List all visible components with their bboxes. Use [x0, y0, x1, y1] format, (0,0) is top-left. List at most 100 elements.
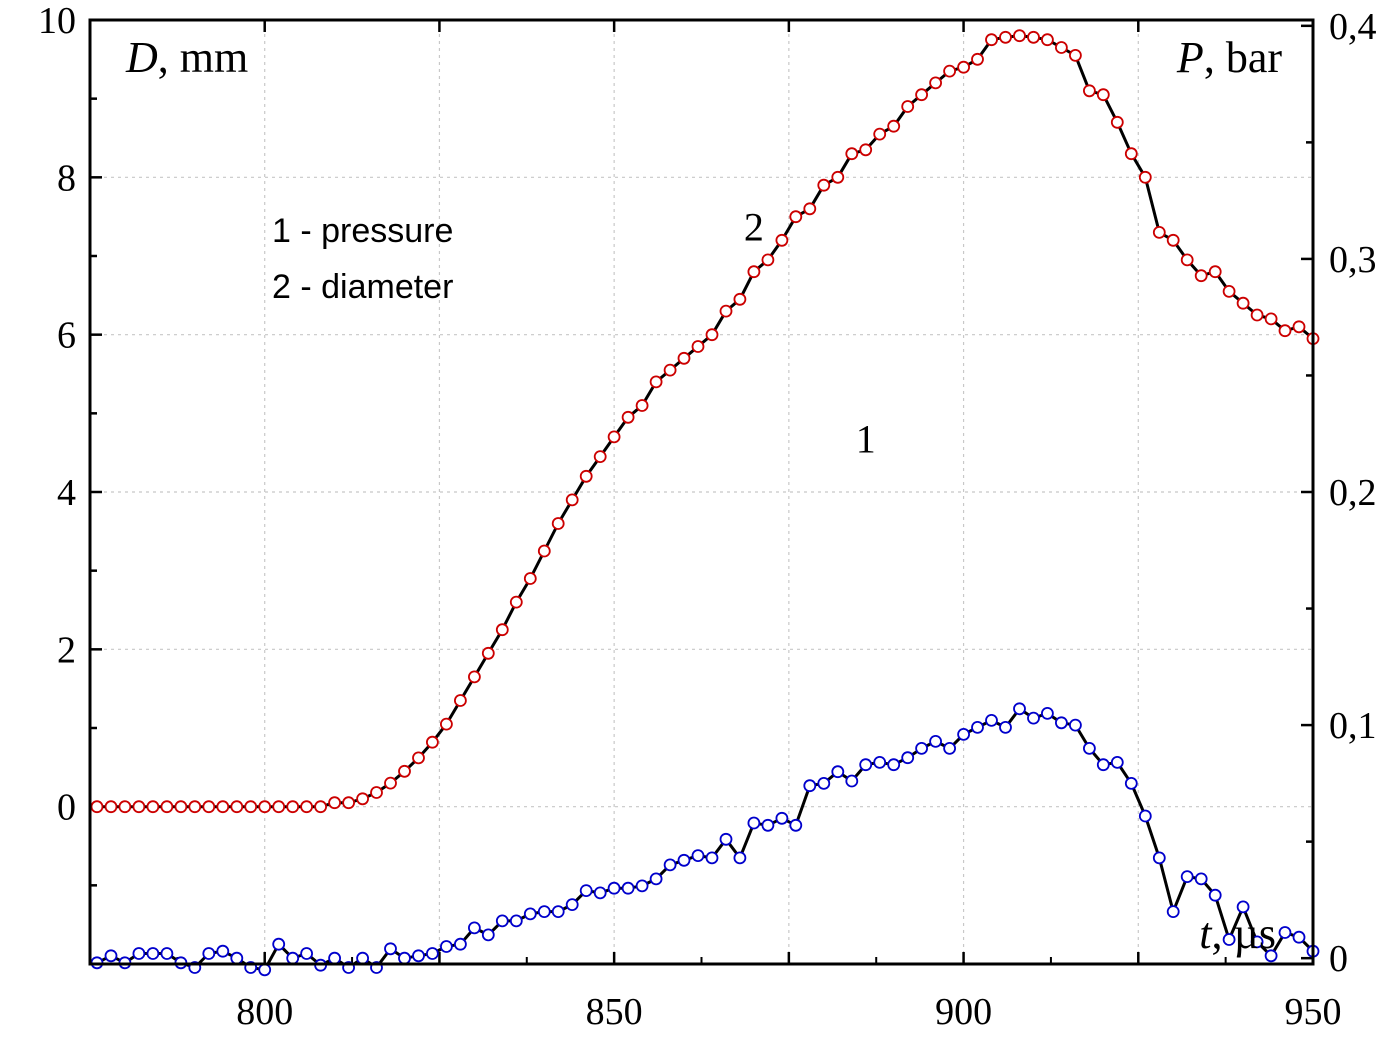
data-point-diameter	[314, 800, 328, 814]
data-point-pressure	[985, 714, 998, 727]
data-point-diameter	[621, 410, 635, 424]
data-point-pressure	[705, 851, 719, 865]
data-point-pressure	[1069, 718, 1082, 732]
x-axis-title: t, µs	[1199, 909, 1276, 958]
data-point-diameter	[747, 265, 761, 279]
left-axis-title: D, mm	[125, 33, 248, 82]
data-point-diameter	[635, 399, 649, 412]
data-point-pressure	[1124, 777, 1138, 790]
data-point-pressure	[635, 879, 649, 893]
data-point-pressure	[1264, 949, 1278, 963]
data-point-diameter	[733, 292, 747, 306]
y-left-tick-label: 4	[57, 472, 76, 514]
data-point-diameter	[1208, 265, 1222, 279]
data-point-diameter	[370, 786, 383, 799]
data-point-pressure	[537, 905, 551, 918]
data-point-pressure	[328, 951, 342, 965]
data-point-diameter	[1096, 88, 1110, 102]
data-point-diameter	[1264, 312, 1278, 326]
data-point-diameter	[971, 52, 984, 66]
data-point-diameter	[663, 363, 677, 377]
data-point-pressure	[691, 849, 705, 862]
data-point-pressure	[1278, 926, 1292, 939]
data-point-diameter	[1124, 147, 1138, 161]
data-point-diameter	[859, 143, 873, 157]
data-point-pressure	[831, 765, 845, 779]
y-left-tick-label: 6	[57, 315, 76, 357]
data-point-pressure	[1194, 872, 1208, 886]
data-point-diameter	[1194, 269, 1208, 283]
tick-labels: 800 850 900 950 0 2 4 6 8 10 0 0,1 0,2 0,3 0,4	[38, 0, 1377, 1033]
data-point-pressure	[398, 951, 411, 965]
data-point-pressure	[1152, 851, 1166, 865]
data-point-diameter	[1138, 170, 1152, 184]
left-axis-var: D	[125, 33, 158, 82]
x-tick-label: 800	[236, 991, 293, 1033]
data-point-diameter	[593, 450, 607, 464]
data-point-diameter	[1083, 84, 1096, 98]
data-point-diameter	[439, 717, 453, 731]
curve-label: 2	[744, 204, 764, 249]
y-left-tick-label: 0	[57, 787, 76, 829]
data-point-diameter	[90, 800, 104, 814]
data-point-diameter	[467, 670, 481, 684]
data-point-pressure	[607, 881, 621, 895]
data-point-pressure	[1250, 935, 1264, 949]
data-point-pressure	[915, 742, 928, 755]
data-point-diameter	[873, 127, 887, 141]
x-tick-label: 850	[586, 991, 643, 1033]
data-point-pressure	[761, 818, 775, 832]
data-point-pressure	[649, 872, 663, 886]
data-point-diameter	[412, 751, 425, 765]
plot-frame	[88, 18, 1315, 966]
data-point-diameter	[649, 375, 663, 389]
data-point-pressure	[104, 949, 118, 963]
data-point-pressure	[1180, 870, 1194, 883]
data-point-pressure	[817, 777, 831, 790]
data-point-pressure	[999, 721, 1012, 734]
data-point-diameter	[188, 800, 202, 814]
grid-lines	[90, 20, 1313, 964]
data-point-pressure	[481, 928, 495, 942]
data-point-pressure	[1166, 905, 1180, 918]
data-point-pressure	[1096, 758, 1110, 772]
left-axis-unit: , mm	[158, 33, 248, 82]
data-point-diameter	[104, 800, 118, 814]
data-point-pressure	[356, 951, 370, 965]
data-point-diameter	[230, 800, 244, 814]
data-point-diameter	[565, 493, 579, 507]
data-point-pressure	[621, 881, 635, 895]
data-point-pressure	[873, 756, 887, 769]
data-point-diameter	[607, 430, 621, 444]
data-point-pressure	[733, 851, 747, 865]
data-point-diameter	[356, 792, 370, 806]
data-point-diameter	[425, 735, 439, 749]
data-point-diameter	[300, 800, 314, 814]
data-point-pressure	[789, 818, 803, 832]
data-point-pressure	[132, 947, 146, 960]
x-tick-label: 900	[935, 991, 992, 1033]
data-point-pressure	[929, 735, 942, 748]
curve-labels: 12	[744, 204, 876, 461]
data-point-diameter	[817, 178, 831, 192]
data-point-pressure	[384, 942, 397, 956]
data-point-pressure	[1222, 933, 1236, 946]
legend-entry-pressure: 1 - pressure	[272, 212, 453, 250]
data-point-diameter	[118, 800, 132, 814]
data-point-pressure	[1083, 742, 1096, 755]
right-axis-unit: , bar	[1204, 33, 1283, 82]
data-point-diameter	[495, 623, 509, 637]
data-point-pressure	[943, 742, 956, 755]
data-point-diameter	[719, 304, 733, 318]
data-point-pressure	[1292, 930, 1306, 944]
data-point-pressure	[1110, 756, 1124, 769]
data-point-diameter	[328, 796, 342, 810]
data-point-diameter	[761, 253, 775, 267]
y-left-tick-label: 2	[57, 629, 76, 671]
data-point-pressure	[971, 721, 984, 734]
series-layer	[90, 29, 1320, 977]
data-point-pressure	[747, 816, 761, 830]
data-point-diameter	[887, 119, 901, 133]
data-point-diameter	[1222, 284, 1236, 298]
data-point-pressure	[957, 728, 970, 741]
